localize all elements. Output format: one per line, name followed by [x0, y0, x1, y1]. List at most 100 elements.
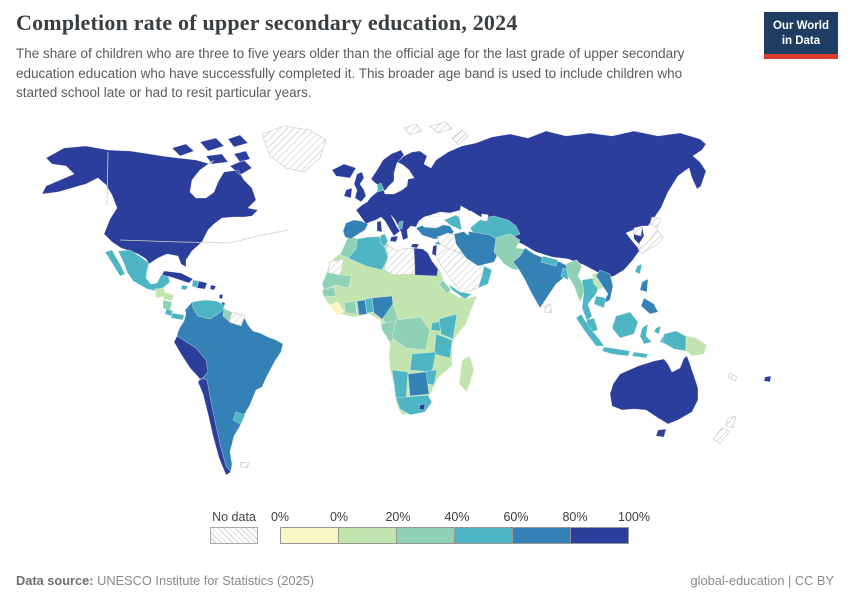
region-sri-lanka[interactable]	[544, 303, 553, 314]
region-panama[interactable]	[170, 312, 185, 321]
region-israel[interactable]	[431, 244, 438, 257]
region-philippines[interactable]	[639, 278, 659, 315]
region-mauritania[interactable]	[321, 271, 352, 291]
region-zambia[interactable]	[409, 351, 437, 373]
legend-no-data-label: No data	[212, 510, 256, 524]
us-canada-border-line	[119, 229, 289, 244]
data-source-label: Data source:	[16, 573, 94, 588]
footer-license-link[interactable]: global-education | CC BY	[690, 573, 834, 588]
region-tanzania[interactable]	[433, 333, 453, 359]
region-aral-sea	[480, 213, 489, 222]
alaska-canada-border-line	[106, 151, 109, 207]
region-ghana[interactable]	[356, 299, 368, 316]
region-new-caledonia[interactable]	[727, 372, 738, 382]
legend-bin-40–60%[interactable]	[455, 527, 513, 544]
region-fiji[interactable]	[763, 375, 772, 383]
map-legend: No data 0% 0% 20% 40% 60% 80% 100%	[210, 510, 650, 544]
region-cuba[interactable]	[161, 270, 194, 284]
legend-bin-60–80%[interactable]	[513, 527, 571, 544]
region-lesser-sunda[interactable]	[631, 351, 649, 359]
region-caspian-sea	[458, 205, 472, 236]
legend-bin-20–40%[interactable]	[397, 527, 455, 544]
legend-tick-label: 80%	[562, 510, 588, 524]
region-yemen-oman[interactable]	[447, 265, 493, 300]
data-source: Data source: UNESCO Institute for Statis…	[16, 573, 314, 588]
region-mexico[interactable]	[104, 249, 171, 292]
legend-tick-label: 20%	[385, 510, 411, 524]
region-ireland[interactable]	[343, 187, 353, 199]
region-iberia[interactable]	[342, 219, 369, 240]
region-kenya[interactable]	[438, 313, 458, 340]
chart-header: Completion rate of upper secondary educa…	[16, 10, 736, 103]
region-venezuela[interactable]	[191, 299, 225, 320]
chart-title: Completion rate of upper secondary educa…	[16, 10, 518, 35]
region-tasmania[interactable]	[655, 428, 667, 438]
region-eritrea[interactable]	[438, 279, 452, 295]
legend-tick-label: 0%	[329, 510, 349, 524]
legend-bar	[280, 527, 636, 544]
legend-no-data-swatch[interactable]	[210, 527, 258, 544]
region-algeria[interactable]	[347, 236, 389, 271]
region-libya[interactable]	[383, 243, 417, 276]
region-java[interactable]	[601, 346, 631, 357]
legend-bin-0%[interactable]	[280, 527, 339, 544]
region-namibia[interactable]	[391, 369, 409, 401]
region-japan[interactable]	[637, 216, 664, 255]
legend-tick-label: 0%	[270, 510, 290, 524]
region-sierra-leone-liberia[interactable]	[329, 301, 345, 316]
region-suriname-guiana[interactable]	[228, 311, 246, 327]
legend-bin-80–100%[interactable]	[571, 527, 629, 544]
region-uganda[interactable]	[430, 320, 443, 332]
region-denmark[interactable]	[376, 182, 385, 193]
region-sumatra[interactable]	[575, 313, 605, 347]
region-italy-islands[interactable]	[376, 220, 420, 249]
region-new-guinea-west[interactable]	[661, 330, 687, 352]
chart-subtitle: The share of children who are three to f…	[16, 46, 685, 101]
legend-tick-label: 60%	[503, 510, 529, 524]
world-map	[41, 121, 772, 476]
region-svalbard-arctic[interactable]	[403, 121, 469, 146]
region-iceland[interactable]	[331, 163, 357, 179]
region-drc[interactable]	[391, 316, 431, 351]
owid-logo[interactable]: Our World in Data	[763, 12, 838, 59]
region-jamaica[interactable]	[180, 284, 189, 291]
chart-footer: Data source: UNESCO Institute for Statis…	[16, 573, 834, 588]
region-dominican-republic[interactable]	[196, 280, 208, 290]
region-uruguay[interactable]	[232, 411, 246, 425]
region-scandinavia[interactable]	[370, 149, 405, 192]
region-borneo[interactable]	[611, 311, 639, 339]
region-new-zealand[interactable]	[712, 415, 737, 445]
region-peru-chile[interactable]	[173, 335, 232, 476]
region-papua-new-guinea[interactable]	[685, 335, 708, 357]
region-senegal[interactable]	[321, 286, 337, 298]
legend-ticks: 0% 0% 20% 40% 60% 80% 100%	[271, 510, 650, 527]
region-nepal-bhutan[interactable]	[540, 255, 559, 267]
region-madagascar[interactable]	[458, 355, 475, 393]
region-ivory-coast[interactable]	[343, 300, 358, 315]
region-botswana[interactable]	[407, 371, 430, 397]
region-lesotho[interactable]	[418, 403, 426, 411]
legend-bin-0–20%[interactable]	[339, 527, 397, 544]
region-costa-rica[interactable]	[164, 308, 174, 317]
region-falkland-islands[interactable]	[239, 461, 250, 469]
region-sulawesi[interactable]	[639, 323, 653, 345]
region-uk[interactable]	[353, 171, 367, 203]
region-taiwan[interactable]	[634, 263, 643, 275]
region-eurasia[interactable]	[355, 130, 707, 279]
region-cambodia[interactable]	[593, 295, 607, 309]
region-north-america[interactable]	[41, 134, 259, 268]
region-australia[interactable]	[609, 355, 699, 425]
legend-tick-label: 100%	[618, 510, 650, 524]
region-greenland[interactable]	[261, 125, 327, 173]
region-albania[interactable]	[397, 220, 404, 230]
region-north-korea[interactable]	[632, 225, 643, 237]
owid-logo-line1: Our World	[772, 20, 829, 32]
region-honduras[interactable]	[162, 291, 175, 302]
owid-logo-line2: in Data	[781, 34, 821, 47]
region-black-sea	[419, 215, 446, 229]
region-puerto-rico[interactable]	[209, 284, 217, 291]
region-south-america[interactable]	[176, 300, 284, 472]
region-egypt[interactable]	[413, 247, 439, 277]
data-source-text: UNESCO Institute for Statistics (2025)	[93, 573, 314, 588]
